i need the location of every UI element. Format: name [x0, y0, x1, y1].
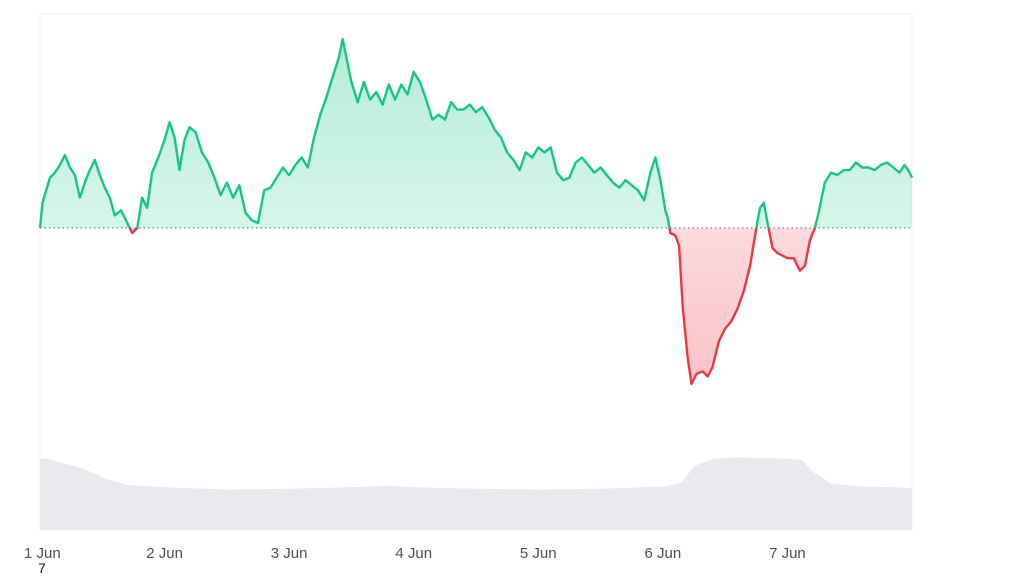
price-line — [38, 38, 914, 386]
x-axis-ticks: 1 Jun 2 Jun 3 Jun 4 Jun 5 Jun 6 Jun 7 Jun — [24, 545, 806, 562]
x-tick-label: 5 Jun — [520, 545, 557, 562]
x-tick-label: 6 Jun — [645, 545, 682, 562]
stray-label: 7 — [38, 560, 46, 576]
area-below-baseline — [40, 227, 815, 384]
grid-lines — [39, 13, 913, 530]
x-tick-label: 1 Jun — [24, 545, 61, 562]
x-tick-label: 3 Jun — [271, 545, 308, 562]
volume-area — [40, 457, 912, 530]
x-tick-label: 4 Jun — [395, 545, 432, 562]
price-area-fill — [40, 39, 912, 384]
x-tick-label: 2 Jun — [146, 545, 183, 562]
x-tick-label: 7 Jun — [769, 545, 806, 562]
price-line-up — [38, 38, 914, 228]
volume-shape — [40, 457, 912, 530]
area-above-baseline — [40, 39, 912, 228]
